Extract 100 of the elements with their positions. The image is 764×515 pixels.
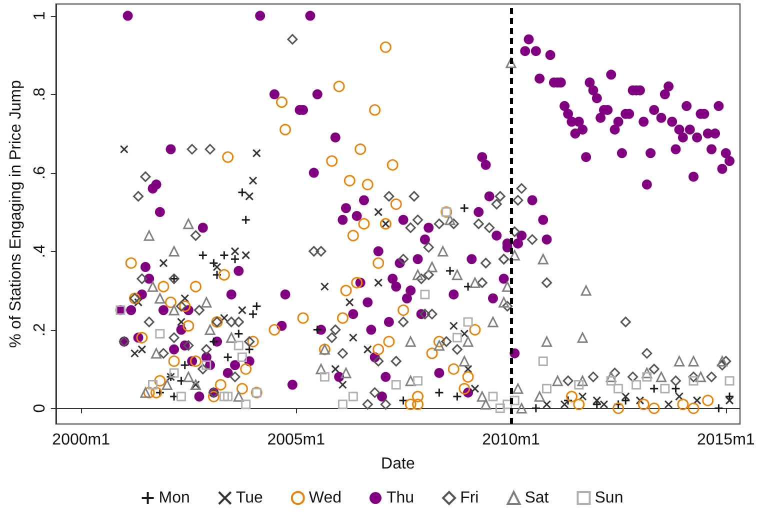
point [208,336,218,346]
point [542,384,552,394]
point [438,246,448,257]
legend-label: Wed [308,490,342,506]
point [480,399,492,410]
point [242,250,250,260]
point [463,282,473,292]
point [476,391,488,402]
point [675,392,684,401]
y-tick-label: .6 [31,166,48,180]
point [580,285,592,296]
point [542,336,552,347]
point [488,316,498,328]
point [219,250,229,260]
point [198,250,208,260]
point [223,352,233,362]
point [614,400,624,410]
point [460,329,469,338]
point [312,325,322,335]
point [348,333,358,342]
point [592,396,602,405]
point [183,372,194,382]
point [212,262,222,272]
point [464,364,472,374]
point [516,403,527,414]
point [688,356,699,366]
point [656,372,667,382]
point [338,400,348,410]
point [234,328,244,338]
point [577,376,588,386]
point [614,384,624,394]
point [252,301,262,311]
point [162,380,172,390]
point [169,368,179,378]
point [674,356,685,366]
point [374,278,383,287]
point [219,392,229,402]
point [463,317,473,327]
legend-label: Mon [158,490,190,506]
point [241,215,251,225]
point [230,247,240,256]
point [148,281,158,292]
point [168,246,180,257]
point [695,372,706,382]
point [636,396,644,405]
point [459,356,470,366]
point [148,380,158,390]
point [495,404,505,414]
point [445,266,455,276]
point [412,270,424,280]
point [144,230,154,241]
point [563,396,573,406]
point [649,384,659,394]
point [642,368,652,378]
point [345,298,354,307]
point [212,270,222,280]
point [338,380,347,389]
y-axis-title: % of Stations Engaging in Price Jump [8,80,24,348]
point [320,372,330,382]
point [223,392,233,402]
point [208,258,218,268]
point [488,392,498,402]
point [498,297,510,308]
point [237,352,247,362]
point [169,392,179,402]
point [155,388,165,398]
point [391,380,401,390]
point [502,400,512,410]
point [134,298,143,307]
point [426,262,438,272]
legend-label: Sat [524,490,550,506]
point [664,400,673,409]
point [348,392,358,402]
point [692,396,702,405]
y-tick-label: .2 [31,323,48,336]
point [248,309,258,319]
x-tick-label: 2000m1 [52,432,110,448]
point [120,144,128,154]
point [238,306,246,314]
x-tick-label: 2010m1 [482,432,540,448]
point [452,392,462,402]
point [405,376,416,386]
legend-label: Tue [236,490,263,506]
point [660,384,670,394]
point [226,332,237,343]
point [180,294,190,303]
point [632,380,642,390]
point [538,254,548,264]
point [552,376,563,386]
point [180,360,190,370]
point [140,387,151,398]
point [201,297,212,308]
point [578,392,587,401]
y-tick-label: 0 [31,404,48,413]
point [452,332,462,342]
point [340,368,352,378]
point [621,392,630,401]
point [155,328,165,338]
y-tick-label: .8 [31,88,48,101]
point [434,388,444,398]
